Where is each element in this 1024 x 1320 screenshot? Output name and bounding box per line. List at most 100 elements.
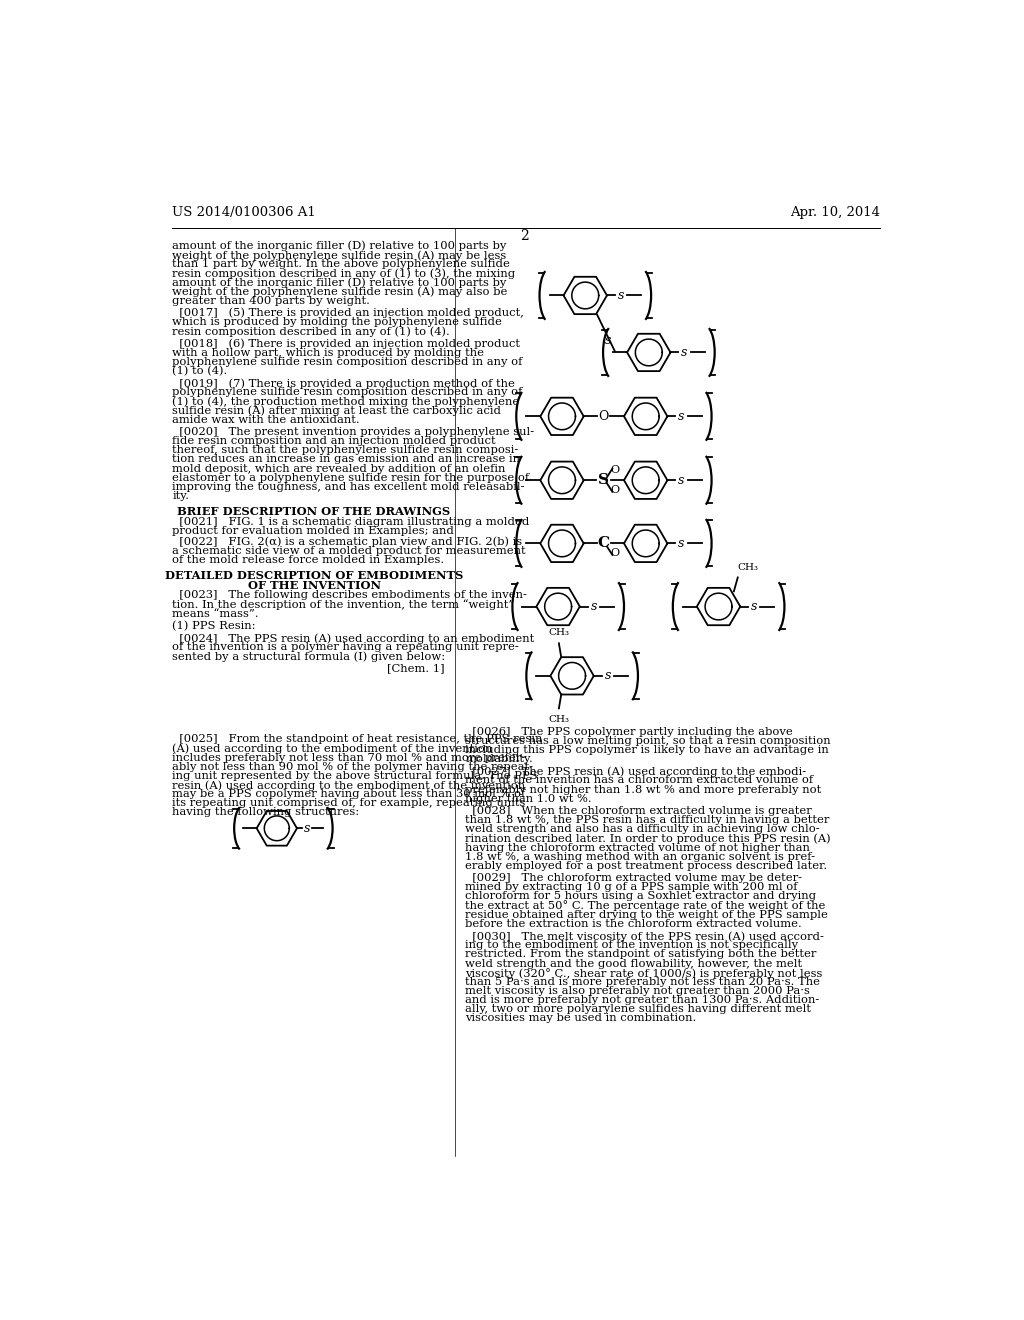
Text: [0029]   The chloroform extracted volume may be deter-: [0029] The chloroform extracted volume m… (465, 873, 802, 883)
Text: erably employed for a post treatment process described later.: erably employed for a post treatment pro… (465, 861, 827, 871)
Text: C: C (598, 536, 610, 550)
Text: of the invention is a polymer having a repeating unit repre-: of the invention is a polymer having a r… (172, 642, 519, 652)
Text: [0026]   The PPS copolymer partly including the above: [0026] The PPS copolymer partly includin… (465, 726, 793, 737)
Text: viscosities may be used in combination.: viscosities may be used in combination. (465, 1014, 696, 1023)
Text: polyphenylene sulfide resin composition described in any of: polyphenylene sulfide resin composition … (172, 356, 522, 367)
Text: tion reduces an increase in gas emission and an increase in: tion reduces an increase in gas emission… (172, 454, 520, 465)
Text: [0028]   When the chloroform extracted volume is greater: [0028] When the chloroform extracted vol… (465, 807, 812, 816)
Text: structures has a low melting point, so that a resin composition: structures has a low melting point, so t… (465, 735, 830, 746)
Text: s: s (681, 346, 688, 359)
Text: weight of the polyphenylene sulfide resin (A) may also be: weight of the polyphenylene sulfide resi… (172, 286, 508, 297)
Text: rination described later. In order to produce this PPS resin (A): rination described later. In order to pr… (465, 833, 830, 843)
Text: 2: 2 (520, 230, 529, 243)
Text: mold deposit, which are revealed by addition of an olefin: mold deposit, which are revealed by addi… (172, 463, 506, 474)
Text: Apr. 10, 2014: Apr. 10, 2014 (790, 206, 880, 219)
Text: S: S (598, 474, 609, 487)
Text: ing to the embodiment of the invention is not specifically: ing to the embodiment of the invention i… (465, 940, 799, 950)
Text: means “mass”.: means “mass”. (172, 609, 259, 619)
Text: O: O (611, 465, 620, 475)
Text: before the extraction is the chloroform extracted volume.: before the extraction is the chloroform … (465, 919, 802, 929)
Text: elastomer to a polyphenylene sulfide resin for the purpose of: elastomer to a polyphenylene sulfide res… (172, 473, 529, 483)
Text: preferably not higher than 1.8 wt % and more preferably not: preferably not higher than 1.8 wt % and … (465, 784, 821, 795)
Text: (1) to (4).: (1) to (4). (172, 366, 227, 376)
Text: weld strength and the good flowability, however, the melt: weld strength and the good flowability, … (465, 958, 802, 969)
Text: ing unit represented by the above structural formula. The PPS: ing unit represented by the above struct… (172, 771, 538, 781)
Text: sented by a structural formula (I) given below:: sented by a structural formula (I) given… (172, 651, 445, 661)
Text: O: O (599, 409, 609, 422)
Text: greater than 400 parts by weight.: greater than 400 parts by weight. (172, 296, 370, 306)
Text: sulfide resin (A) after mixing at least the carboxylic acid: sulfide resin (A) after mixing at least … (172, 405, 501, 416)
Text: of the mold release force molded in Examples.: of the mold release force molded in Exam… (172, 556, 444, 565)
Text: s: s (751, 601, 758, 612)
Text: ment of the invention has a chloroform extracted volume of: ment of the invention has a chloroform e… (465, 775, 813, 785)
Text: a schematic side view of a molded product for measurement: a schematic side view of a molded produc… (172, 546, 525, 556)
Text: viscosity (320° C., shear rate of 1000/s) is preferably not less: viscosity (320° C., shear rate of 1000/s… (465, 968, 822, 978)
Text: [0025]   From the standpoint of heat resistance, the PPS resin: [0025] From the standpoint of heat resis… (172, 734, 543, 744)
Text: mined by extracting 10 g of a PPS sample with 200 ml of: mined by extracting 10 g of a PPS sample… (465, 882, 798, 892)
Text: [0030]   The melt viscosity of the PPS resin (A) used accord-: [0030] The melt viscosity of the PPS res… (465, 931, 824, 941)
Text: weld strength and also has a difficulty in achieving low chlo-: weld strength and also has a difficulty … (465, 824, 820, 834)
Text: (A) used according to the embodiment of the invention: (A) used according to the embodiment of … (172, 743, 493, 754)
Text: (1) PPS Resin:: (1) PPS Resin: (172, 620, 256, 631)
Text: s: s (678, 409, 684, 422)
Text: which is produced by molding the polyphenylene sulfide: which is produced by molding the polyphe… (172, 317, 502, 327)
Text: s: s (304, 822, 310, 834)
Text: melt viscosity is also preferably not greater than 2000 Pa·s: melt viscosity is also preferably not gr… (465, 986, 810, 997)
Text: [0017]   (5) There is provided an injection molded product,: [0017] (5) There is provided an injectio… (172, 308, 524, 318)
Text: tion. In the description of the invention, the term “weight”: tion. In the description of the inventio… (172, 599, 514, 610)
Text: improving the toughness, and has excellent mold releasabil-: improving the toughness, and has excelle… (172, 482, 524, 492)
Text: moldability.: moldability. (465, 754, 532, 764)
Text: [0024]   The PPS resin (A) used according to an embodiment: [0024] The PPS resin (A) used according … (172, 634, 535, 644)
Text: polyphenylene sulfide resin composition described in any of: polyphenylene sulfide resin composition … (172, 387, 522, 397)
Text: product for evaluation molded in Examples; and: product for evaluation molded in Example… (172, 527, 454, 536)
Text: thereof, such that the polyphenylene sulfide resin composi-: thereof, such that the polyphenylene sul… (172, 445, 518, 455)
Text: s: s (591, 601, 597, 612)
Text: the extract at 50° C. The percentage rate of the weight of the: the extract at 50° C. The percentage rat… (465, 900, 825, 911)
Text: resin (A) used according to the embodiment of the invention: resin (A) used according to the embodime… (172, 780, 525, 791)
Text: weight of the polyphenylene sulfide resin (A) may be less: weight of the polyphenylene sulfide resi… (172, 249, 507, 260)
Text: amount of the inorganic filler (D) relative to 100 parts by: amount of the inorganic filler (D) relat… (172, 277, 507, 288)
Text: ity.: ity. (172, 491, 189, 502)
Text: having the chloroform extracted volume of not higher than: having the chloroform extracted volume o… (465, 842, 810, 853)
Text: [0023]   The following describes embodiments of the inven-: [0023] The following describes embodimen… (172, 590, 527, 601)
Text: with a hollow part, which is produced by molding the: with a hollow part, which is produced by… (172, 347, 484, 358)
Text: chloroform for 5 hours using a Soxhlet extractor and drying: chloroform for 5 hours using a Soxhlet e… (465, 891, 816, 902)
Text: than 1 part by weight. In the above polyphenylene sulfide: than 1 part by weight. In the above poly… (172, 259, 510, 269)
Text: 1.8 wt %, a washing method with an organic solvent is pref-: 1.8 wt %, a washing method with an organ… (465, 851, 815, 862)
Text: includes preferably not less than 70 mol % and more prefer-: includes preferably not less than 70 mol… (172, 752, 525, 763)
Text: [Chem. 1]: [Chem. 1] (387, 664, 444, 673)
Text: [0018]   (6) There is provided an injection molded product: [0018] (6) There is provided an injectio… (172, 338, 520, 348)
Text: ably not less than 90 mol % of the polymer having the repeat-: ably not less than 90 mol % of the polym… (172, 762, 534, 772)
Text: and is more preferably not greater than 1300 Pa·s. Addition-: and is more preferably not greater than … (465, 995, 819, 1005)
Text: s: s (605, 334, 611, 347)
Text: CH₃: CH₃ (549, 628, 569, 638)
Text: ally, two or more polyarylene sulfides having different melt: ally, two or more polyarylene sulfides h… (465, 1005, 811, 1014)
Text: O: O (611, 548, 620, 558)
Text: OF THE INVENTION: OF THE INVENTION (248, 579, 381, 590)
Text: may be a PPS copolymer having about less than 30 mol % of: may be a PPS copolymer having about less… (172, 789, 525, 799)
Text: resin composition described in any of (1) to (3), the mixing: resin composition described in any of (1… (172, 268, 515, 279)
Text: having the following structures:: having the following structures: (172, 808, 359, 817)
Text: than 1.8 wt %, the PPS resin has a difficulty in having a better: than 1.8 wt %, the PPS resin has a diffi… (465, 816, 829, 825)
Text: s: s (678, 474, 684, 487)
Text: s: s (678, 537, 684, 550)
Text: fide resin composition and an injection molded product: fide resin composition and an injection … (172, 436, 496, 446)
Text: [0027]   The PPS resin (A) used according to the embodi-: [0027] The PPS resin (A) used according … (465, 767, 806, 777)
Text: DETAILED DESCRIPTION OF EMBODIMENTS: DETAILED DESCRIPTION OF EMBODIMENTS (165, 570, 463, 581)
Text: than 5 Pa·s and is more preferably not less than 20 Pa·s. The: than 5 Pa·s and is more preferably not l… (465, 977, 820, 987)
Text: [0019]   (7) There is provided a production method of the: [0019] (7) There is provided a productio… (172, 378, 515, 388)
Text: CH₃: CH₃ (549, 714, 569, 723)
Text: residue obtained after drying to the weight of the PPS sample: residue obtained after drying to the wei… (465, 909, 828, 920)
Text: US 2014/0100306 A1: US 2014/0100306 A1 (172, 206, 316, 219)
Text: including this PPS copolymer is likely to have an advantage in: including this PPS copolymer is likely t… (465, 744, 828, 755)
Text: [0022]   FIG. 2(α) is a schematic plan view and FIG. 2(b) is: [0022] FIG. 2(α) is a schematic plan vie… (172, 537, 522, 548)
Text: BRIEF DESCRIPTION OF THE DRAWINGS: BRIEF DESCRIPTION OF THE DRAWINGS (177, 507, 451, 517)
Text: O: O (611, 486, 620, 495)
Text: s: s (604, 669, 611, 682)
Text: [0021]   FIG. 1 is a schematic diagram illustrating a molded: [0021] FIG. 1 is a schematic diagram ill… (172, 517, 529, 527)
Text: its repeating unit comprised of, for example, repeating units: its repeating unit comprised of, for exa… (172, 799, 525, 808)
Text: restricted. From the standpoint of satisfying both the better: restricted. From the standpoint of satis… (465, 949, 816, 960)
Text: [0020]   The present invention provides a polyphenylene sul-: [0020] The present invention provides a … (172, 426, 535, 437)
Text: CH₃: CH₃ (737, 564, 759, 572)
Text: resin composition described in any of (1) to (4).: resin composition described in any of (1… (172, 326, 450, 337)
